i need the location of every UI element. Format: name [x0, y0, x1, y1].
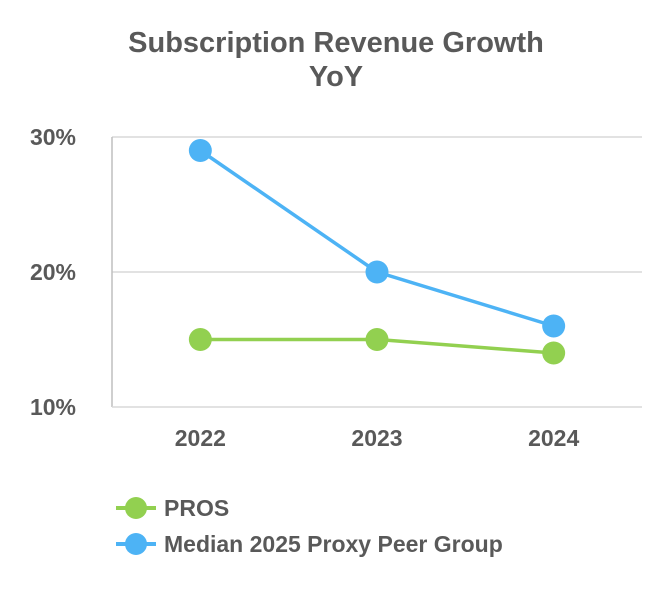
series-layer [188, 139, 566, 365]
legend-item-pros: PROS [116, 490, 503, 526]
legend-dot-peer-group [125, 533, 147, 555]
y-tick-label-20pct: 20% [30, 259, 76, 285]
chart-title: Subscription Revenue Growth YoY [0, 26, 672, 94]
tick-labels: 10% 20% 30% 2022 2023 2024 [30, 124, 580, 451]
data-point-pros-2023 [365, 328, 389, 351]
legend-swatch-peer-group [116, 532, 156, 556]
data-point-pros-2024 [542, 341, 566, 365]
legend-label-pros: PROS [164, 494, 230, 521]
legend: PROS Median 2025 Proxy Peer Group [116, 490, 503, 562]
data-point-median-2025-proxy-peer-group-2022 [188, 139, 212, 162]
data-point-median-2025-proxy-peer-group-2023 [365, 260, 389, 284]
legend-dot-pros [125, 497, 147, 519]
legend-swatch-pros [116, 496, 156, 520]
legend-item-peer-group: Median 2025 Proxy Peer Group [116, 526, 503, 562]
x-tick-label-2023: 2023 [351, 425, 402, 451]
data-point-median-2025-proxy-peer-group-2024 [542, 314, 566, 338]
y-tick-label-30pct: 30% [30, 124, 76, 150]
x-tick-label-2022: 2022 [175, 425, 226, 451]
x-tick-label-2024: 2024 [528, 425, 579, 451]
y-tick-label-10pct: 10% [30, 394, 76, 420]
legend-label-peer-group: Median 2025 Proxy Peer Group [164, 530, 503, 557]
chart-title-line-1: Subscription Revenue Growth [128, 27, 544, 59]
chart-title-line-2: YoY [308, 61, 364, 93]
data-point-pros-2022 [188, 328, 212, 351]
series-line-median-2025-proxy-peer-group [199, 149, 555, 328]
axes [111, 137, 642, 408]
